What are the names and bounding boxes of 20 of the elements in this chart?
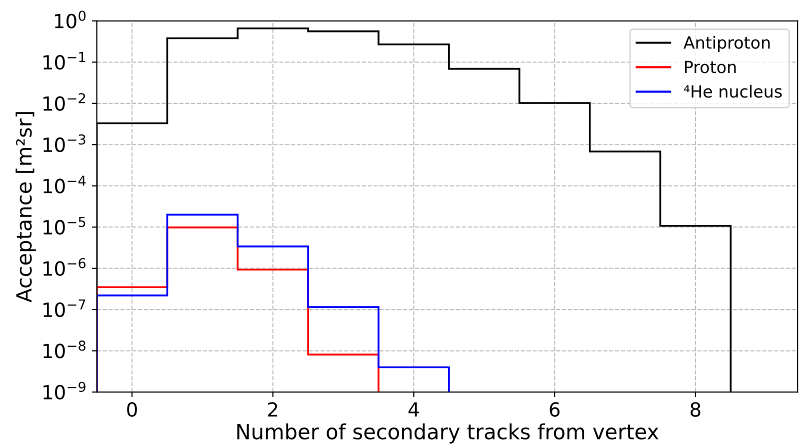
legend-label: ⁴He nucleus: [684, 84, 782, 98]
x-tick-label: 0: [127, 402, 137, 417]
y-tick-label: 10$^{−8}$: [44, 340, 86, 358]
y-axis-title: Acceptance [m²sr]: [16, 112, 36, 302]
y-tick-label: 10$^{−6}$: [44, 258, 86, 276]
y-tick-label: 10$^{−2}$: [44, 93, 86, 111]
x-tick-label: 4: [408, 402, 419, 417]
y-tick-label: 10$^{−3}$: [44, 134, 86, 152]
x-tick-label: 2: [268, 402, 278, 417]
y-tick-label: 10$^{−7}$: [44, 299, 86, 318]
y-tick-label: 10$^{−5}$: [44, 216, 86, 235]
y-tick-label: 10$^{0}$: [54, 10, 86, 28]
legend-label: Antiproton: [684, 36, 770, 52]
y-tick-label: 10$^{−9}$: [44, 382, 86, 400]
x-axis-title: Number of secondary tracks from vertex: [237, 423, 658, 444]
legend-label: Proton: [685, 60, 736, 74]
y-tick-label: 10$^{−4}$: [44, 176, 86, 194]
x-tick-label: 6: [550, 402, 560, 417]
x-tick-label: 8: [690, 402, 700, 417]
y-tick-label: 10$^{−1}$: [44, 52, 86, 70]
